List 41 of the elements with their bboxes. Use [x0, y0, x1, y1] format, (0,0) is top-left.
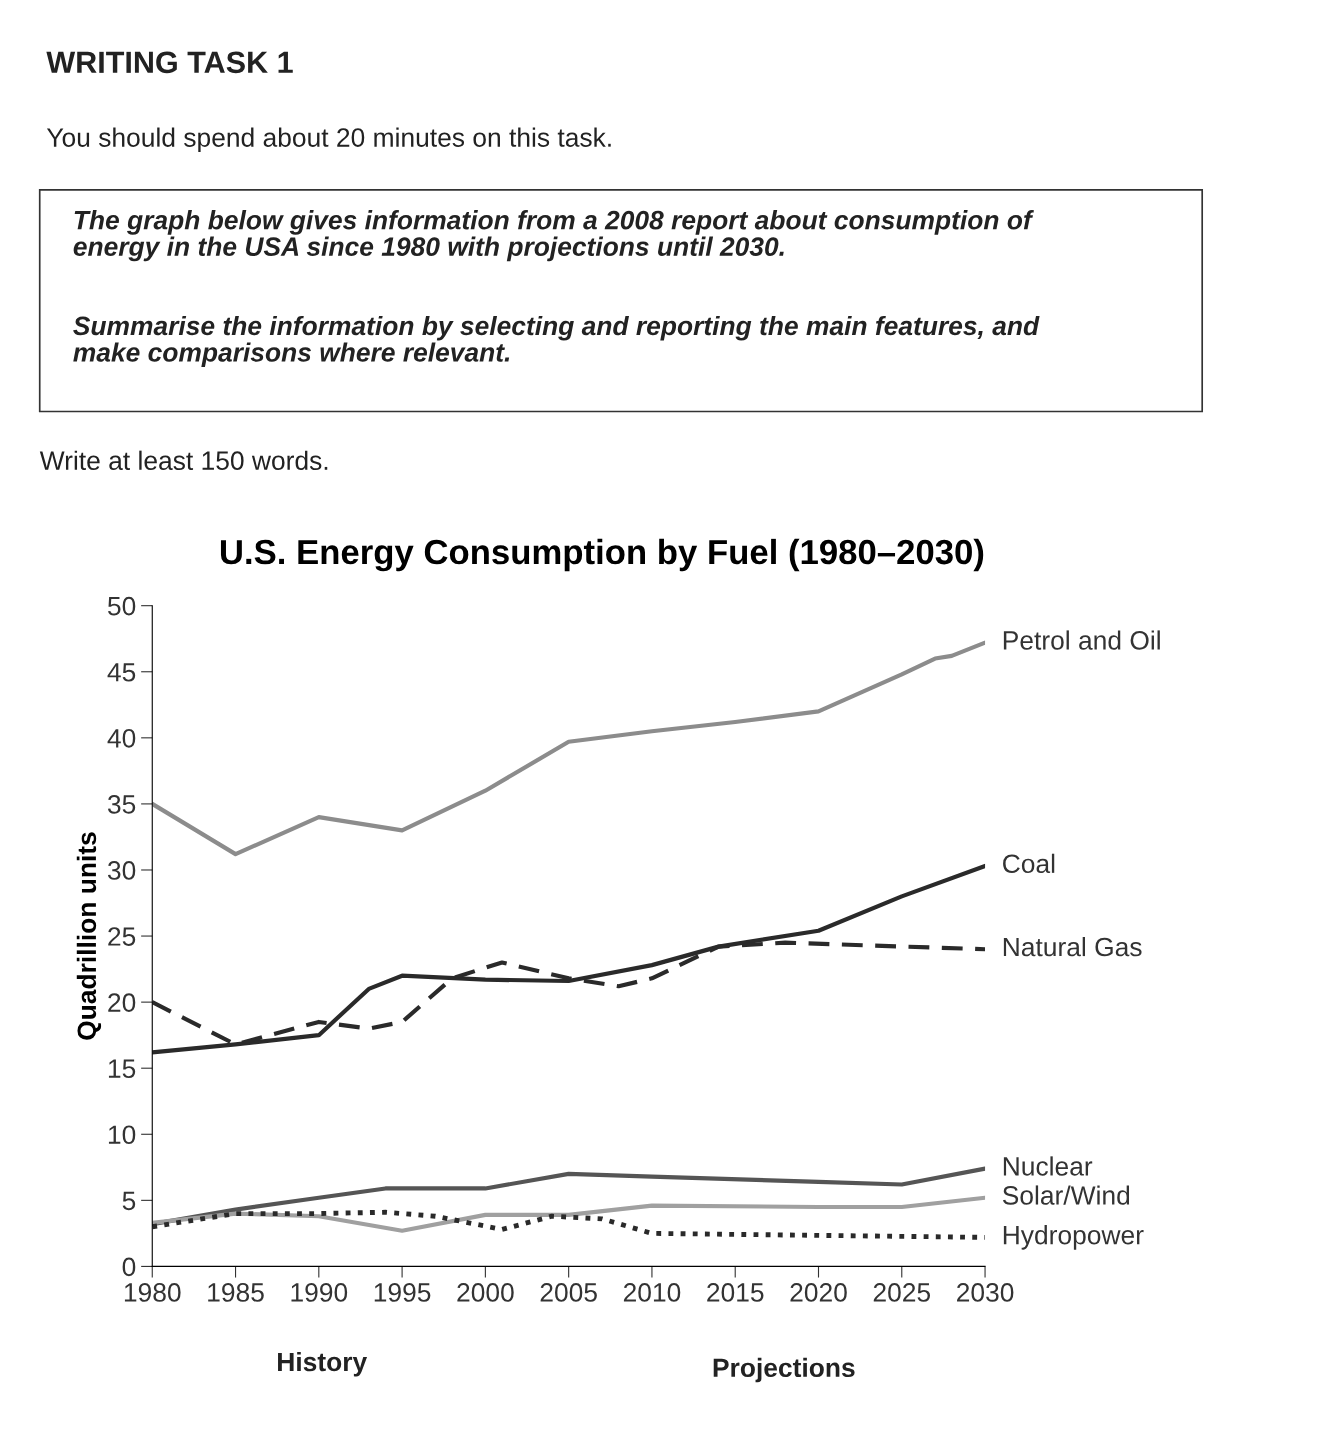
x-tick-label: 1995	[374, 1283, 431, 1302]
x-tick-label: 1985	[208, 1283, 264, 1302]
x-tick-label: 2000	[457, 1283, 514, 1302]
x-tick-label: 2015	[707, 1283, 764, 1302]
series-label: Natural Gas	[1003, 936, 1142, 957]
y-tick-label: 45	[107, 663, 136, 682]
x-tick-label: 2005	[540, 1283, 597, 1302]
text: You should spend about 20 minutes on this task.	[46, 127, 611, 153]
text: Write at least 150 words.	[39, 450, 328, 471]
text: WRITING TASK 1	[46, 51, 293, 74]
y-tick-label: 35	[107, 795, 136, 814]
chart-title: U.S. Energy Consumption by Fuel (1980–2030)	[220, 538, 984, 572]
y-tick-label: 5	[122, 1191, 136, 1211]
y-tick-label: 10	[108, 1125, 136, 1145]
y-tick-label: 20	[108, 993, 136, 1012]
text: History	[278, 1351, 368, 1377]
text: Projections	[713, 1357, 855, 1383]
line-series	[152, 640, 986, 857]
x-tick-label: 2020	[790, 1283, 847, 1302]
x-tick-label: 1990	[291, 1283, 348, 1302]
text: Summarise the information by selecting and reporting the main features, and make comparisons where relevant.	[73, 315, 1040, 367]
line-series	[152, 1195, 986, 1233]
line-series	[152, 863, 986, 1055]
y-tick-label: 25	[108, 927, 136, 946]
y-tick-label: 15	[108, 1059, 136, 1079]
series-label: Hydropower	[1003, 1225, 1144, 1250]
y-tick-label: 30	[107, 861, 136, 880]
line-series	[152, 1209, 986, 1240]
y-axis-title: Quadrillion units	[76, 832, 102, 1040]
x-tick-label: 2010	[623, 1283, 681, 1302]
y-tick-label: 40	[107, 728, 136, 748]
series-label: Petrol and Oil	[1003, 630, 1160, 650]
series-label: Coal	[1003, 853, 1055, 874]
series-label: Solar/Wind	[1002, 1185, 1130, 1205]
series-label: Nuclear	[1003, 1156, 1093, 1176]
x-tick-label: 1980	[124, 1283, 181, 1302]
x-tick-label: 2025	[873, 1283, 931, 1302]
text: The graph below gives information from a 2008 report about consumption of energy in the USA since 1980 with projections until 2030.	[73, 210, 1034, 262]
y-tick-label: 50	[107, 596, 136, 616]
x-tick-label: 2030	[957, 1283, 1014, 1302]
y-tick-label: 0	[122, 1257, 136, 1277]
